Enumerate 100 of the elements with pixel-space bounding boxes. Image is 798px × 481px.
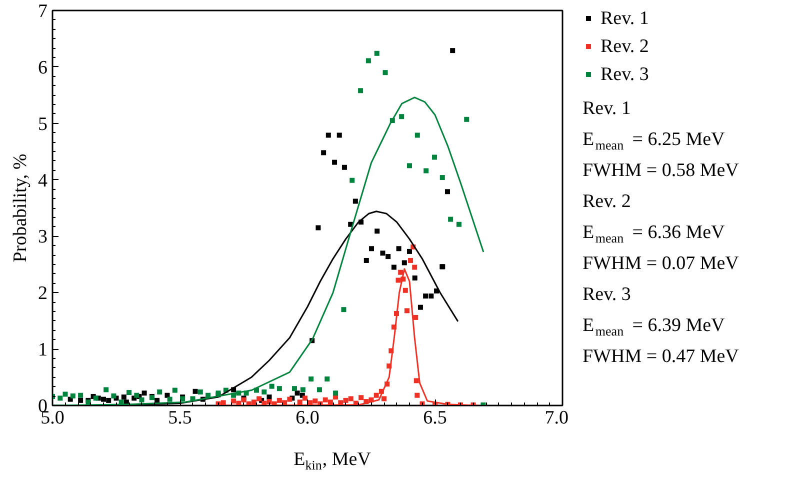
point bbox=[336, 132, 342, 138]
point bbox=[408, 258, 414, 263]
x-tick-label: 7.0 bbox=[544, 408, 568, 428]
point bbox=[399, 114, 404, 120]
x-tick-label: 6.5 bbox=[423, 408, 447, 428]
point bbox=[164, 392, 170, 398]
point bbox=[369, 246, 374, 252]
point bbox=[333, 390, 338, 396]
y-tick-label: 7 bbox=[38, 1, 48, 22]
point bbox=[404, 308, 410, 314]
point bbox=[343, 398, 348, 403]
point bbox=[358, 88, 364, 94]
point bbox=[414, 132, 420, 138]
point bbox=[78, 392, 84, 398]
point bbox=[62, 392, 68, 397]
point bbox=[106, 398, 112, 403]
point bbox=[364, 258, 369, 263]
point bbox=[382, 396, 386, 402]
point bbox=[448, 216, 454, 222]
point bbox=[352, 198, 358, 204]
point bbox=[407, 163, 412, 168]
point bbox=[220, 400, 226, 406]
point bbox=[154, 398, 160, 403]
point bbox=[374, 228, 380, 234]
legend-label: Rev. 3 bbox=[600, 64, 649, 85]
point bbox=[300, 387, 306, 392]
x-tick-label: 5.5 bbox=[168, 408, 192, 428]
point bbox=[126, 390, 132, 396]
y-tick-label: 6 bbox=[38, 57, 48, 78]
point bbox=[256, 396, 262, 402]
point bbox=[398, 270, 404, 275]
point bbox=[380, 250, 386, 256]
text: FWHM = 0.47 MeV bbox=[582, 346, 740, 367]
point bbox=[382, 70, 388, 76]
point bbox=[111, 393, 116, 398]
y-tick-label: 3 bbox=[38, 226, 48, 248]
point bbox=[324, 376, 330, 382]
y-tick-label: 5 bbox=[38, 114, 48, 135]
point bbox=[391, 264, 396, 270]
point bbox=[350, 178, 355, 183]
point bbox=[396, 246, 402, 252]
point bbox=[413, 314, 418, 320]
point bbox=[322, 397, 328, 402]
point bbox=[58, 396, 63, 401]
point bbox=[157, 389, 162, 394]
point bbox=[342, 164, 347, 170]
point bbox=[266, 394, 272, 400]
point bbox=[192, 388, 198, 394]
point bbox=[287, 396, 292, 402]
point bbox=[402, 288, 408, 293]
point bbox=[172, 388, 178, 393]
point bbox=[412, 275, 418, 280]
point bbox=[326, 132, 331, 138]
point bbox=[302, 396, 308, 401]
point bbox=[121, 394, 126, 400]
point bbox=[440, 175, 445, 180]
y-axis-title: Probability, % bbox=[10, 154, 31, 262]
point bbox=[312, 398, 318, 404]
y-tick-label: 4 bbox=[38, 170, 48, 192]
x-tick-label: 6.0 bbox=[296, 408, 320, 428]
point bbox=[276, 398, 282, 403]
point bbox=[101, 396, 106, 402]
y-tick-label: 2 bbox=[38, 283, 48, 304]
point bbox=[428, 294, 434, 299]
point bbox=[432, 154, 437, 160]
legend-label: Rev. 2 bbox=[600, 36, 649, 57]
point bbox=[412, 264, 418, 270]
point bbox=[266, 399, 272, 404]
point bbox=[407, 248, 412, 254]
point bbox=[139, 397, 144, 402]
point bbox=[198, 389, 203, 394]
point bbox=[424, 168, 429, 174]
point bbox=[262, 389, 267, 394]
point bbox=[269, 384, 274, 389]
text: FWHM = 0.07 MeV bbox=[582, 253, 740, 274]
text: Rev. 1 bbox=[582, 98, 631, 119]
point bbox=[402, 260, 407, 266]
point bbox=[93, 396, 98, 401]
point bbox=[104, 387, 109, 392]
point bbox=[78, 398, 84, 403]
point bbox=[444, 189, 450, 194]
point bbox=[464, 116, 470, 122]
point bbox=[348, 396, 354, 402]
point bbox=[414, 392, 420, 398]
point bbox=[308, 376, 314, 382]
text: Rev. 2 bbox=[582, 191, 631, 212]
point bbox=[366, 58, 371, 64]
text: Rev. 3 bbox=[582, 284, 631, 305]
point bbox=[386, 254, 391, 260]
point bbox=[456, 222, 462, 227]
point bbox=[321, 150, 326, 156]
point bbox=[297, 400, 302, 405]
point bbox=[231, 398, 236, 404]
point bbox=[316, 387, 322, 392]
point bbox=[374, 50, 380, 56]
point bbox=[292, 386, 297, 392]
point bbox=[134, 392, 140, 398]
point bbox=[251, 400, 256, 405]
point bbox=[332, 160, 338, 165]
point bbox=[70, 393, 76, 398]
